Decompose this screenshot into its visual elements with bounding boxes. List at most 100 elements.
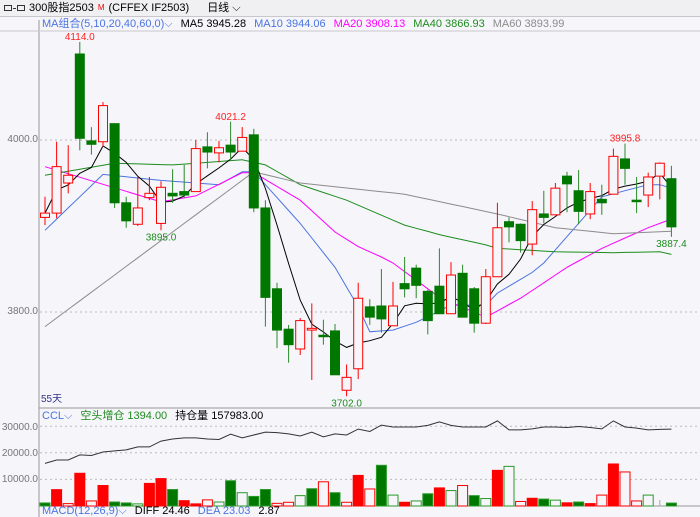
candle-down bbox=[260, 207, 271, 298]
candle-down bbox=[330, 330, 340, 376]
candle-up bbox=[608, 155, 619, 195]
ccl-bar bbox=[573, 501, 585, 507]
chevron-down-icon: ⌵ bbox=[64, 410, 73, 422]
candle-down bbox=[411, 267, 422, 286]
macd-selector[interactable]: MACD(12,26,9)⌵ bbox=[42, 506, 127, 517]
ma10-value: MA10 3944.06 bbox=[254, 18, 326, 30]
ccl-tick-10000: 10000.0 bbox=[1, 474, 38, 485]
ccl-bar bbox=[352, 474, 364, 507]
candle-down bbox=[504, 221, 514, 228]
period-dropdown[interactable]: 日线 ⌵ bbox=[207, 2, 240, 14]
ccl-bar bbox=[445, 490, 457, 507]
ccl-bar bbox=[631, 500, 643, 507]
candle-down bbox=[666, 178, 677, 228]
chevron-down-icon: ⌵ bbox=[229, 2, 241, 14]
ccl-bar bbox=[51, 489, 63, 507]
price-annotation: 3702.0 bbox=[331, 398, 362, 409]
y-tick-4000: 4000.0 bbox=[7, 134, 38, 145]
ccl-bar bbox=[364, 488, 376, 507]
symbol-name: 300股指2503 bbox=[29, 2, 94, 14]
ma-legend: MA组合(5,10,20,40,60,0)⌵ MA5 3945.28 MA10 … bbox=[42, 18, 564, 30]
ccl-bar bbox=[341, 501, 353, 507]
ccl-bar bbox=[596, 494, 608, 507]
ccl-bar bbox=[584, 503, 596, 507]
days-count: 55天 bbox=[41, 394, 63, 405]
candle-down bbox=[457, 272, 468, 318]
candle-up bbox=[550, 187, 561, 216]
ccl-bar bbox=[526, 497, 538, 507]
candle-up bbox=[306, 327, 317, 331]
link-icon[interactable] bbox=[4, 5, 25, 11]
ccl-bar bbox=[549, 499, 561, 507]
candle-up bbox=[388, 305, 398, 327]
candle-up bbox=[51, 166, 62, 214]
ccl-bar bbox=[236, 492, 248, 507]
candle-up bbox=[144, 192, 155, 199]
ccl-bar bbox=[503, 465, 515, 507]
ma20-value: MA20 3908.13 bbox=[333, 18, 406, 30]
ma60-value: MA60 3893.99 bbox=[492, 18, 565, 30]
candle-down bbox=[318, 334, 329, 338]
ccl-bar bbox=[387, 494, 399, 507]
ccl-bar bbox=[306, 488, 318, 507]
candle-up bbox=[643, 176, 654, 196]
ccl-bar bbox=[665, 502, 677, 507]
ccl-bar bbox=[561, 502, 573, 507]
candle-up bbox=[480, 276, 491, 324]
candle-up bbox=[527, 209, 538, 245]
candle-down bbox=[434, 285, 445, 315]
ccl-tick-20000: 20000.0 bbox=[1, 448, 38, 459]
ccl-selector[interactable]: CCL⌵ bbox=[42, 410, 72, 422]
candle-up bbox=[446, 274, 456, 315]
ccl-bar bbox=[225, 480, 237, 507]
candle-down bbox=[109, 123, 120, 204]
ccl-bar bbox=[248, 495, 260, 507]
candle-down bbox=[631, 199, 642, 203]
candle-down bbox=[399, 283, 410, 290]
candle-up bbox=[492, 227, 503, 278]
macd-value: 2.87 bbox=[258, 505, 280, 517]
candle-down bbox=[248, 134, 259, 209]
candle-down bbox=[272, 288, 282, 331]
candle-down bbox=[283, 328, 294, 346]
price-annotation: 3995.8 bbox=[610, 134, 641, 145]
candle-up bbox=[214, 147, 224, 154]
ccl-bar bbox=[457, 485, 469, 507]
diff-value: DIFF 24.46 bbox=[134, 505, 190, 517]
candle-down bbox=[202, 146, 213, 153]
candle-down bbox=[225, 144, 236, 153]
ccl-bar bbox=[468, 495, 480, 507]
candle-up bbox=[341, 376, 352, 391]
ma-selector-label: MA组合(5,10,20,40,60,0) bbox=[42, 18, 165, 30]
candle-down bbox=[376, 305, 387, 320]
price-annotation: 4021.2 bbox=[215, 112, 246, 123]
ccl-bar bbox=[167, 489, 179, 507]
ccl-bar bbox=[259, 489, 271, 507]
open-interest-value: 持仓量 157983.00 bbox=[175, 410, 264, 422]
candle-up bbox=[156, 186, 166, 224]
ccl-legend: CCL⌵ 空头增仓 1394.00 持仓量 157983.00 bbox=[42, 410, 263, 422]
ccl-tick-30000: 30000.0 bbox=[1, 422, 38, 433]
ccl-bar bbox=[39, 502, 51, 507]
ccl-bar bbox=[213, 501, 225, 507]
candle-down bbox=[364, 306, 375, 318]
ccl-bar bbox=[120, 502, 132, 507]
candle-up bbox=[63, 174, 74, 184]
ccl-bar bbox=[74, 472, 86, 507]
ccl-bar bbox=[491, 469, 503, 507]
ccl-bar bbox=[271, 502, 283, 507]
candle-down bbox=[422, 290, 433, 322]
ccl-bar bbox=[294, 495, 306, 507]
ma-selector[interactable]: MA组合(5,10,20,40,60,0)⌵ bbox=[42, 18, 173, 30]
candle-up bbox=[132, 207, 143, 225]
candle-up bbox=[295, 320, 306, 350]
ccl-bar bbox=[178, 500, 190, 507]
ccl-bar bbox=[422, 493, 434, 507]
candle-up bbox=[585, 191, 596, 215]
candle-down bbox=[515, 223, 526, 242]
macd-selector-label: MACD(12,26,9) bbox=[42, 505, 119, 517]
candle-down bbox=[620, 158, 630, 169]
ccl-bar bbox=[375, 464, 387, 507]
ccl-bar bbox=[62, 503, 74, 507]
